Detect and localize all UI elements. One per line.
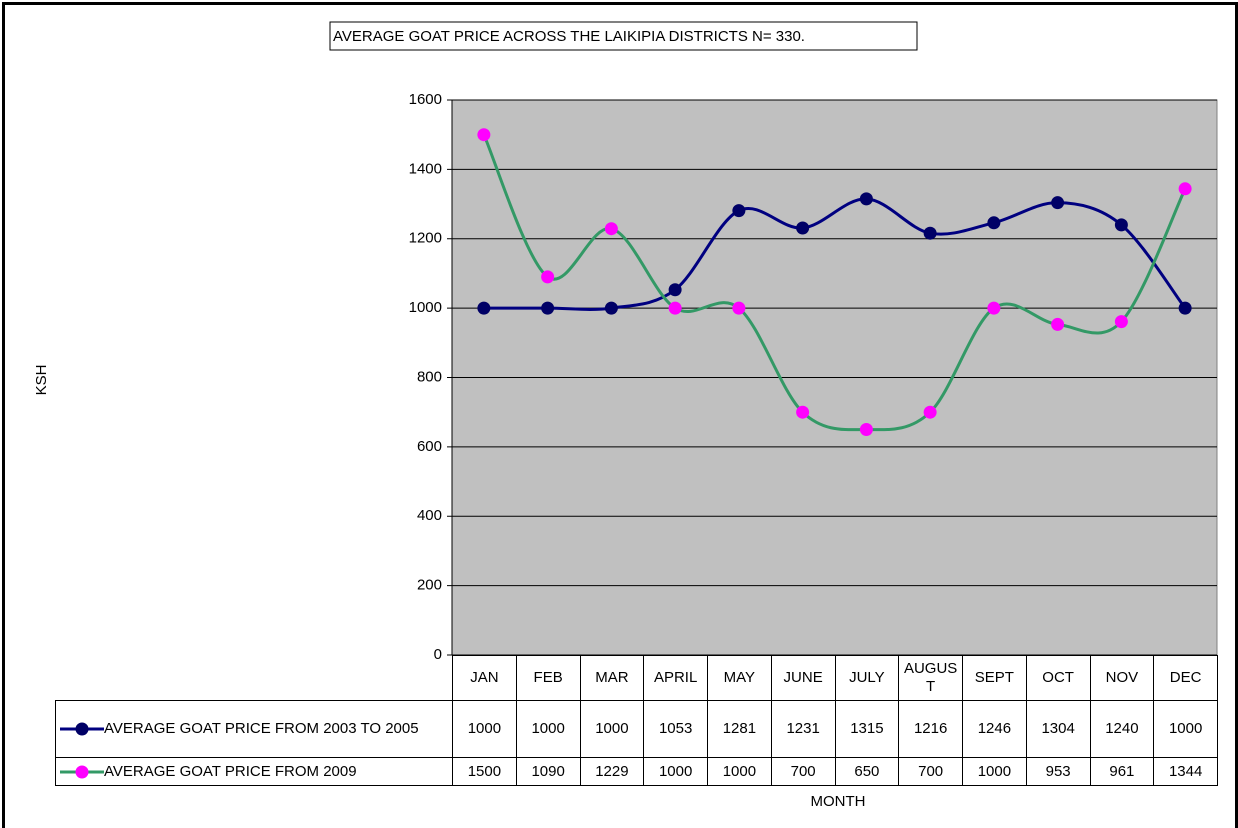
data-point	[859, 423, 873, 437]
table-value: 1315	[834, 700, 900, 758]
data-point	[1114, 218, 1128, 232]
data-point	[668, 301, 682, 315]
x-tick-label: JAN	[452, 655, 517, 701]
data-point	[923, 226, 937, 240]
blank-cell	[56, 656, 453, 701]
table-value: 1000	[452, 700, 517, 758]
legend-label: AVERAGE GOAT PRICE FROM 2009	[104, 762, 357, 780]
data-point	[987, 216, 1001, 230]
y-tick-label: 1200	[409, 230, 442, 247]
y-tick-label: 1600	[409, 91, 442, 108]
table-value: 1000	[579, 700, 645, 758]
x-tick-label: JUNE	[770, 655, 836, 701]
data-point	[1051, 196, 1065, 210]
table-value: 1281	[707, 700, 772, 758]
table-value: 1000	[1153, 700, 1218, 758]
x-tick-label: OCT	[1025, 655, 1091, 701]
header-row: JAN FEB MAR APRIL MAY JUNE JULY AUGUST SEPT OCT NO…	[56, 655, 1218, 701]
data-point	[1114, 315, 1128, 329]
table-value: 953	[1025, 757, 1091, 786]
chart-title: AVERAGE GOAT PRICE ACROSS THE LAIKIPIA D…	[333, 28, 805, 45]
data-point	[987, 301, 1001, 315]
data-point	[923, 405, 937, 419]
data-point	[796, 405, 810, 419]
table-value: 1000	[515, 700, 581, 758]
series-row: AVERAGE GOAT PRICE FROM 2009 1500 1090 1229…	[55, 757, 1218, 786]
table-value: 1229	[579, 757, 645, 786]
y-tick-label: 0	[434, 646, 442, 663]
data-point	[604, 222, 618, 236]
y-tick-label: 800	[417, 368, 442, 385]
x-tick-label: DEC	[1153, 655, 1218, 701]
series-line	[482, 134, 1187, 432]
table-value: 700	[770, 757, 836, 786]
x-tick-label: AUGUST	[898, 655, 963, 701]
y-tick-label: 600	[417, 438, 442, 455]
x-tick-label: JULY	[834, 655, 900, 701]
data-point	[477, 301, 491, 315]
data-point	[477, 128, 491, 142]
table-value: 1344	[1153, 757, 1218, 786]
title-box	[329, 21, 918, 51]
legend-marker	[75, 765, 89, 778]
x-tick-label: NOV	[1089, 655, 1155, 701]
legend-cell: AVERAGE GOAT PRICE FROM 2003 TO 2005	[55, 700, 453, 758]
data-point	[732, 301, 746, 315]
y-axis-label: KSH	[33, 365, 50, 396]
data-point	[541, 301, 555, 315]
y-tick-label: 200	[417, 577, 442, 594]
x-tick-label: FEB	[515, 655, 581, 701]
table-value: 961	[1089, 757, 1155, 786]
data-point	[859, 192, 873, 206]
table-value: 1090	[515, 757, 581, 786]
y-tick-label: 1000	[409, 299, 442, 316]
data-point	[668, 283, 682, 297]
y-tick-label: 400	[417, 507, 442, 524]
table-value: 1000	[707, 757, 772, 786]
legend-key	[60, 765, 104, 778]
table-value: 1216	[898, 700, 963, 758]
x-tick-label: APRIL	[643, 655, 708, 701]
table-value: 1000	[962, 757, 1027, 786]
table-value: 1246	[962, 700, 1027, 758]
legend-key	[60, 722, 104, 736]
data-point	[1178, 182, 1192, 196]
legend-cell: AVERAGE GOAT PRICE FROM 2009	[55, 757, 453, 786]
table-value: 1240	[1089, 700, 1155, 758]
data-point	[1051, 317, 1065, 331]
x-axis-label: MONTH	[811, 793, 866, 810]
table-value: 700	[898, 757, 963, 786]
data-table: JAN FEB MAR APRIL MAY JUNE JULY AUGUST SEPT OCT NO…	[55, 655, 1218, 786]
data-point	[732, 204, 746, 218]
data-point	[541, 270, 555, 284]
data-point	[796, 221, 810, 235]
x-tick-label: SEPT	[962, 655, 1027, 701]
table-value: 1000	[643, 757, 708, 786]
series-row: AVERAGE GOAT PRICE FROM 2003 TO 2005 1000…	[55, 700, 1218, 758]
legend-label: AVERAGE GOAT PRICE FROM 2003 TO 2005	[104, 720, 419, 737]
table-value: 1500	[452, 757, 517, 786]
table-value: 1304	[1025, 700, 1091, 758]
x-tick-label: MAR	[579, 655, 645, 701]
data-point	[604, 301, 618, 315]
legend-marker	[75, 722, 89, 736]
y-tick-label: 1400	[409, 160, 442, 177]
data-point	[1178, 301, 1192, 315]
table-value: 1231	[770, 700, 836, 758]
x-tick-label: MAY	[707, 655, 772, 701]
table-value: 650	[834, 757, 900, 786]
table-value: 1053	[643, 700, 708, 758]
